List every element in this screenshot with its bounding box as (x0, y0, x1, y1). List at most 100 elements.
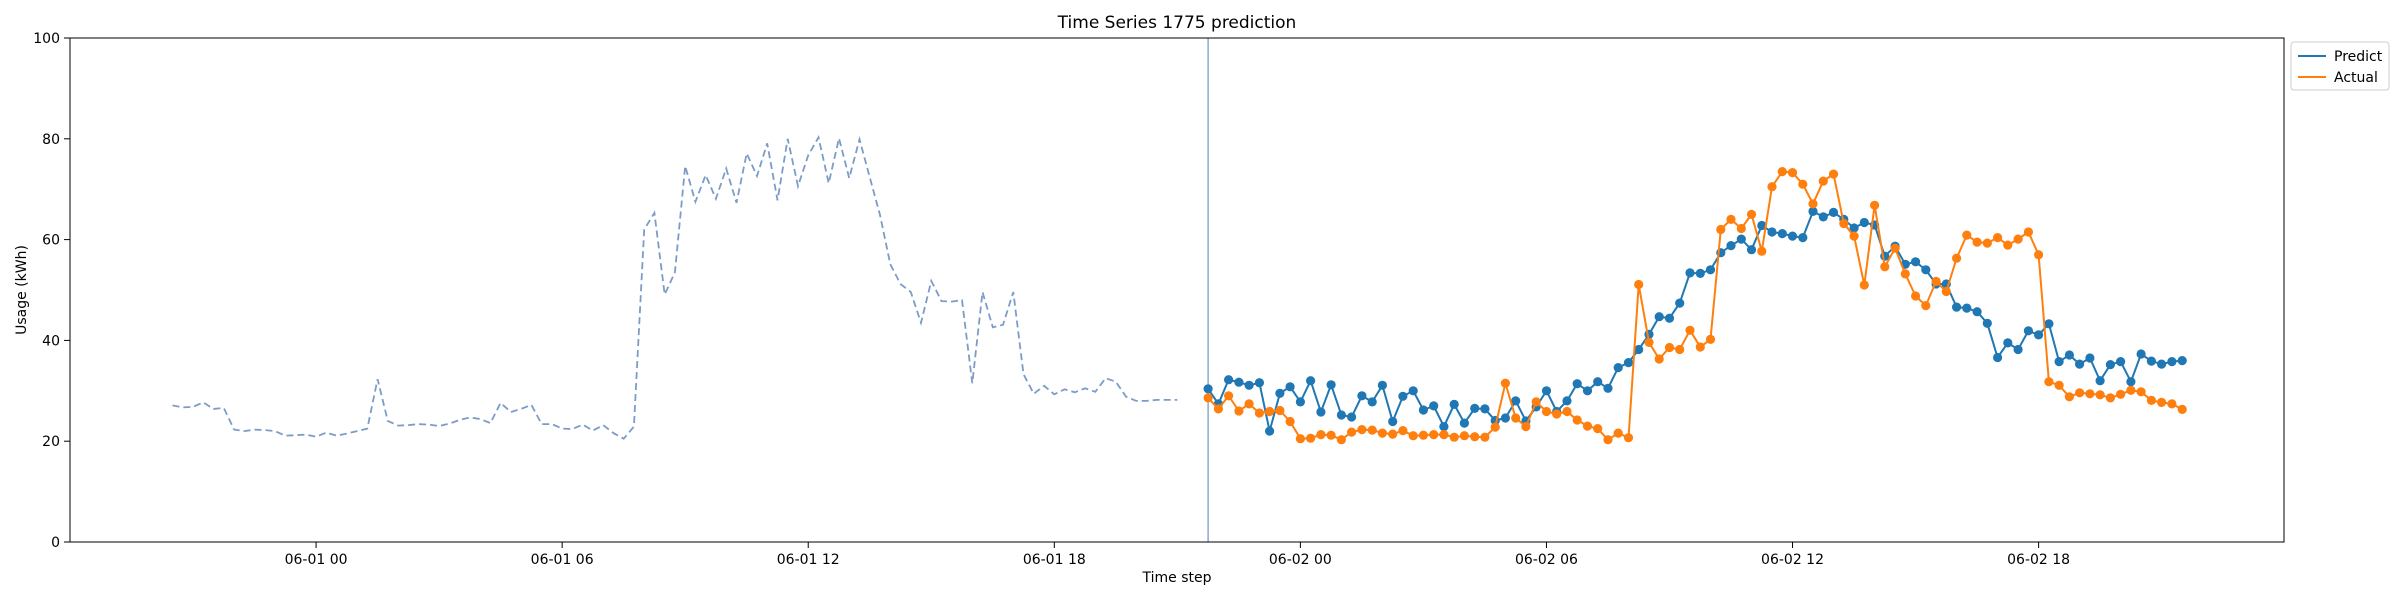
actual-point (2167, 399, 2177, 409)
actual-point (1808, 199, 1818, 209)
predict-point (1470, 403, 1480, 413)
predict-point (2054, 357, 2064, 367)
actual-point (1859, 280, 1869, 290)
plot-area (172, 38, 2187, 542)
predict-point (1449, 399, 1459, 409)
actual-point (1705, 334, 1716, 344)
predict-point (1347, 412, 1357, 422)
actual-point (1418, 430, 1428, 440)
actual-point (1449, 432, 1459, 442)
predict-point (1664, 313, 1675, 323)
actual-point (1408, 431, 1418, 441)
actual-point (1818, 176, 1828, 186)
legend-actual-label: Actual (2334, 70, 2378, 86)
legend-predict-label: Predict (2334, 49, 2383, 65)
predict-point (1746, 245, 1757, 255)
predict-point (2177, 356, 2187, 366)
predict-point (2126, 377, 2136, 387)
actual-point (1644, 337, 1654, 347)
predict-point (1982, 318, 1992, 328)
actual-point (1726, 214, 1736, 224)
predict-point (1285, 382, 1295, 392)
predict-point (1582, 386, 1593, 396)
actual-line (1207, 170, 2183, 441)
actual-point (1213, 404, 1223, 414)
y-tick-label: 40 (42, 333, 60, 349)
actual-point (1347, 427, 1357, 437)
actual-point (1562, 406, 1572, 417)
actual-point (1224, 391, 1234, 401)
actual-point (1203, 393, 1213, 403)
predict-point (1962, 303, 1972, 313)
actual-point (1982, 238, 1992, 248)
actual-point (1336, 435, 1346, 445)
actual-point (1767, 182, 1777, 192)
actual-point (1429, 430, 1439, 440)
predict-point (2085, 353, 2095, 363)
predict-point (2167, 357, 2177, 367)
actual-point (1962, 230, 1972, 240)
actual-point (2146, 395, 2156, 405)
x-axis: 06-01 00 06-01 06 06-01 12 06-01 18 06-02 00… (285, 542, 2070, 568)
actual-point (1931, 276, 1941, 286)
actual-point (1326, 430, 1336, 440)
actual-point (1500, 378, 1510, 388)
predict-point (1418, 405, 1428, 415)
actual-point (1746, 209, 1757, 219)
predict-point (1500, 413, 1510, 423)
y-tick-label: 100 (33, 31, 60, 47)
predict-point (1757, 220, 1767, 231)
predict-point (1972, 307, 1982, 317)
actual-point (1254, 408, 1264, 418)
actual-point (1890, 243, 1900, 253)
predict-point (1798, 233, 1808, 243)
actual-point (2177, 404, 2187, 414)
actual-point (1777, 167, 1787, 177)
actual-point (1654, 354, 1664, 364)
predict-point (1593, 377, 1603, 387)
actual-point (1265, 406, 1275, 417)
predict-series (1203, 206, 2187, 436)
predict-point (1480, 404, 1490, 414)
actual-point (1398, 426, 1408, 436)
actual-point (2013, 234, 2023, 244)
predict-point (1429, 401, 1439, 411)
actual-point (1849, 231, 1859, 241)
predict-point (1613, 363, 1623, 373)
predict-point (1439, 422, 1449, 432)
predict-point (1685, 268, 1695, 278)
predict-point (2034, 330, 2044, 340)
actual-point (1388, 429, 1398, 439)
actual-point (1900, 269, 1910, 279)
predict-point (2136, 349, 2146, 359)
x-tick-label: 06-02 00 (1269, 552, 1332, 568)
actual-point (2003, 240, 2013, 250)
predict-point (1777, 229, 1787, 239)
actual-point (1828, 169, 1839, 179)
actual-point (1921, 301, 1931, 311)
actual-point (2116, 389, 2126, 399)
actual-point (1993, 233, 2003, 243)
actual-point (2044, 377, 2054, 387)
actual-point (1880, 262, 1890, 272)
predict-point (1336, 410, 1346, 420)
actual-point (2157, 397, 2167, 407)
predict-point (1993, 352, 2003, 363)
predict-point (1295, 397, 1305, 407)
actual-point (2105, 393, 2115, 403)
actual-point (1664, 342, 1675, 353)
actual-point (1634, 279, 1644, 290)
actual-point (1439, 430, 1449, 440)
actual-point (1306, 433, 1316, 443)
predict-point (1623, 358, 1634, 368)
x-tick-label: 06-02 18 (2007, 552, 2070, 568)
predict-point (1275, 388, 1285, 398)
predict-point (1736, 234, 1746, 244)
history-line (172, 134, 1178, 440)
predict-point (1808, 206, 1818, 216)
predict-point (1675, 298, 1685, 308)
predict-point (1224, 375, 1234, 385)
actual-point (2095, 390, 2105, 400)
actual-point (1316, 430, 1326, 440)
y-tick-label: 80 (42, 132, 60, 148)
